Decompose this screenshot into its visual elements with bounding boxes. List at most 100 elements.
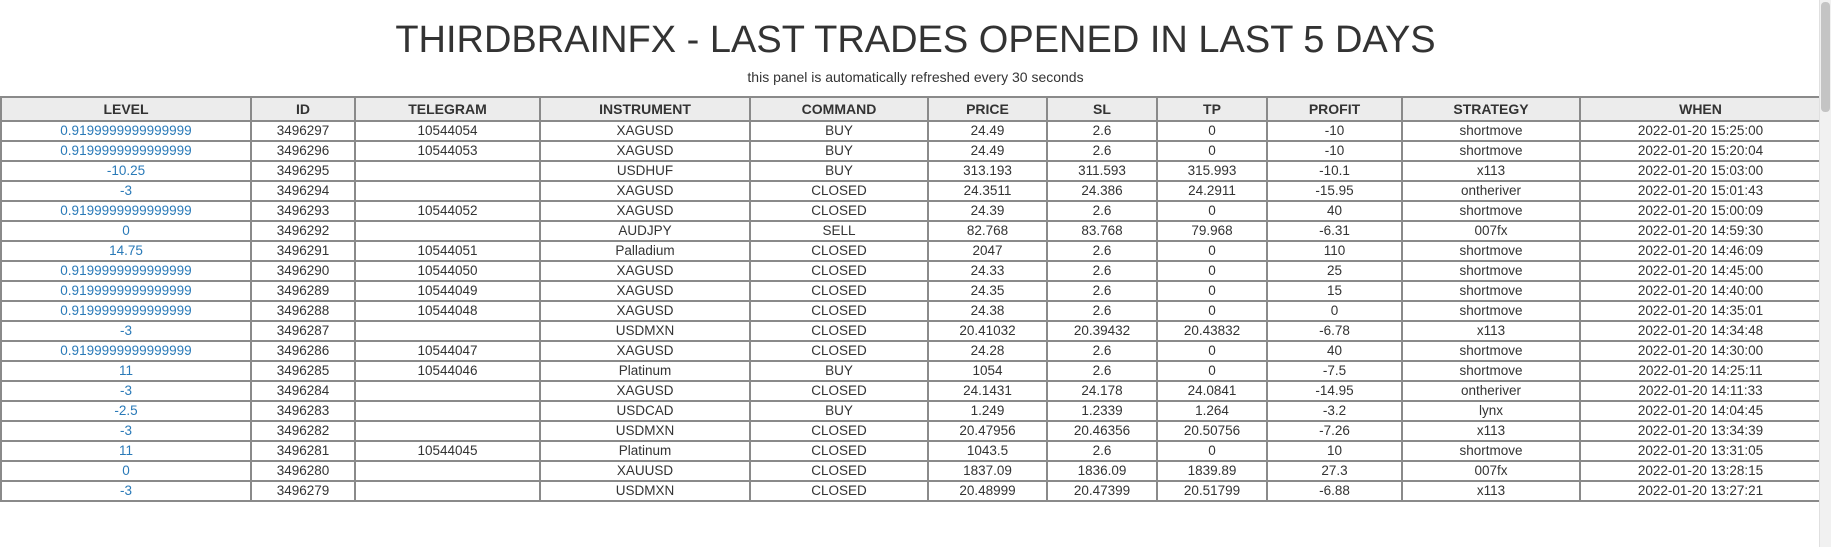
level-link[interactable]: -3 — [0, 380, 252, 402]
cell-telegram — [354, 460, 541, 482]
level-link[interactable]: -2.5 — [0, 400, 252, 422]
cell-command: BUY — [749, 360, 929, 382]
cell-telegram: 10544051 — [354, 240, 541, 262]
cell-price: 82.768 — [927, 220, 1048, 242]
level-link[interactable]: 0.9199999999999999 — [0, 120, 252, 142]
cell-tp: 20.51799 — [1156, 480, 1268, 502]
table-row: 11 3496281 10544045 Platinum CLOSED 1043.5 2.6… — [0, 440, 1822, 462]
cell-instrument: Platinum — [539, 440, 751, 462]
cell-profit: -14.95 — [1266, 380, 1403, 402]
cell-instrument: XAGUSD — [539, 180, 751, 202]
cell-id: 3496293 — [250, 200, 356, 222]
cell-profit: -7.26 — [1266, 420, 1403, 442]
cell-instrument: USDCAD — [539, 400, 751, 422]
cell-command: CLOSED — [749, 380, 929, 402]
cell-id: 3496297 — [250, 120, 356, 142]
cell-when: 2022-01-20 14:25:11 — [1579, 360, 1822, 382]
cell-instrument: Platinum — [539, 360, 751, 382]
cell-telegram: 10544054 — [354, 120, 541, 142]
cell-profit: 40 — [1266, 340, 1403, 362]
cell-sl: 2.6 — [1046, 340, 1158, 362]
cell-price: 24.49 — [927, 120, 1048, 142]
cell-when: 2022-01-20 14:30:00 — [1579, 340, 1822, 362]
level-link[interactable]: 0.9199999999999999 — [0, 300, 252, 322]
cell-instrument: XAGUSD — [539, 300, 751, 322]
table-row: -3 3496282 USDMXN CLOSED 20.47956 20.46356 20.… — [0, 420, 1822, 442]
cell-telegram: 10544049 — [354, 280, 541, 302]
cell-telegram: 10544052 — [354, 200, 541, 222]
cell-sl: 24.386 — [1046, 180, 1158, 202]
table-row: 11 3496285 10544046 Platinum BUY 1054 2.6 0 -7.5… — [0, 360, 1822, 382]
level-link[interactable]: 0.9199999999999999 — [0, 200, 252, 222]
cell-tp: 0 — [1156, 300, 1268, 322]
cell-telegram: 10544053 — [354, 140, 541, 162]
level-link[interactable]: 11 — [0, 360, 252, 382]
cell-instrument: XAGUSD — [539, 380, 751, 402]
table-row: -3 3496287 USDMXN CLOSED 20.41032 20.39432 20.… — [0, 320, 1822, 342]
cell-telegram — [354, 400, 541, 422]
cell-price: 20.47956 — [927, 420, 1048, 442]
cell-id: 3496281 — [250, 440, 356, 462]
cell-instrument: XAGUSD — [539, 140, 751, 162]
cell-sl: 20.46356 — [1046, 420, 1158, 442]
cell-command: CLOSED — [749, 280, 929, 302]
level-link[interactable]: 0.9199999999999999 — [0, 340, 252, 362]
cell-telegram: 10544047 — [354, 340, 541, 362]
level-link[interactable]: 0 — [0, 220, 252, 242]
level-link[interactable]: -3 — [0, 320, 252, 342]
table-row: -3 3496284 XAGUSD CLOSED 24.1431 24.178 24.084… — [0, 380, 1822, 402]
cell-strategy: 007fx — [1401, 460, 1581, 482]
cell-price: 24.35 — [927, 280, 1048, 302]
level-link[interactable]: 11 — [0, 440, 252, 462]
cell-profit: -3.2 — [1266, 400, 1403, 422]
cell-strategy: x113 — [1401, 420, 1581, 442]
cell-telegram — [354, 420, 541, 442]
cell-command: CLOSED — [749, 460, 929, 482]
cell-profit: -6.31 — [1266, 220, 1403, 242]
level-link[interactable]: 0.9199999999999999 — [0, 260, 252, 282]
cell-id: 3496288 — [250, 300, 356, 322]
cell-instrument: XAGUSD — [539, 260, 751, 282]
cell-strategy: shortmove — [1401, 360, 1581, 382]
cell-instrument: USDMXN — [539, 480, 751, 502]
cell-sl: 2.6 — [1046, 260, 1158, 282]
cell-id: 3496290 — [250, 260, 356, 282]
column-header-strategy: STRATEGY — [1401, 96, 1581, 122]
cell-price: 20.48999 — [927, 480, 1048, 502]
column-header-price: PRICE — [927, 96, 1048, 122]
cell-command: CLOSED — [749, 320, 929, 342]
level-link[interactable]: 0 — [0, 460, 252, 482]
level-link[interactable]: -10.25 — [0, 160, 252, 182]
cell-strategy: x113 — [1401, 160, 1581, 182]
cell-instrument: USDHUF — [539, 160, 751, 182]
table-row: 14.75 3496291 10544051 Palladium CLOSED 2047 2… — [0, 240, 1822, 262]
cell-strategy: shortmove — [1401, 280, 1581, 302]
cell-telegram: 10544050 — [354, 260, 541, 282]
level-link[interactable]: -3 — [0, 420, 252, 442]
table-row: -3 3496294 XAGUSD CLOSED 24.3511 24.386 24.291… — [0, 180, 1822, 202]
cell-command: CLOSED — [749, 480, 929, 502]
trades-table-container: LEVEL ID TELEGRAM INSTRUMENT COMMAND PRICE SL T… — [0, 96, 1822, 502]
cell-when: 2022-01-20 13:27:21 — [1579, 480, 1822, 502]
cell-when: 2022-01-20 14:40:00 — [1579, 280, 1822, 302]
cell-sl: 2.6 — [1046, 140, 1158, 162]
cell-when: 2022-01-20 13:34:39 — [1579, 420, 1822, 442]
cell-sl: 1.2339 — [1046, 400, 1158, 422]
vertical-scrollbar[interactable] — [1819, 0, 1831, 547]
cell-sl: 20.39432 — [1046, 320, 1158, 342]
cell-sl: 1836.09 — [1046, 460, 1158, 482]
level-link[interactable]: 0.9199999999999999 — [0, 140, 252, 162]
level-link[interactable]: -3 — [0, 180, 252, 202]
cell-strategy: shortmove — [1401, 440, 1581, 462]
scrollbar-thumb[interactable] — [1821, 2, 1830, 112]
level-link[interactable]: 14.75 — [0, 240, 252, 262]
column-header-sl: SL — [1046, 96, 1158, 122]
level-link[interactable]: -3 — [0, 480, 252, 502]
cell-command: CLOSED — [749, 440, 929, 462]
cell-telegram — [354, 380, 541, 402]
cell-when: 2022-01-20 14:59:30 — [1579, 220, 1822, 242]
level-link[interactable]: 0.9199999999999999 — [0, 280, 252, 302]
cell-profit: 15 — [1266, 280, 1403, 302]
cell-instrument: XAGUSD — [539, 200, 751, 222]
cell-id: 3496282 — [250, 420, 356, 442]
